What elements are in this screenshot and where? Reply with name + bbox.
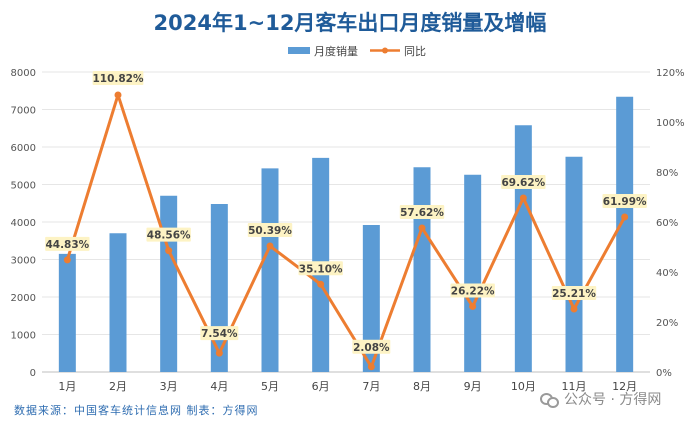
bar <box>514 125 532 372</box>
left-axis-tick-label: 6000 <box>11 143 36 154</box>
right-axis-tick-label: 20% <box>656 318 678 329</box>
legend-bar-swatch <box>288 47 310 54</box>
wechat-logo-icon <box>540 391 559 408</box>
legend-line-marker <box>382 47 388 54</box>
right-axis-tick-label: 0% <box>656 368 672 379</box>
data-label: 35.10% <box>299 263 343 275</box>
right-axis-ticks: 0% 20% 40% 60% 80% 100% 120% <box>656 68 685 379</box>
bar <box>464 174 482 372</box>
x-axis-tick-label: 7月 <box>362 380 380 393</box>
bar <box>109 233 127 372</box>
x-axis-ticks: 1月 2月 3月 4月 5月 6月 7月 8月 9月 10月 11月 12月 <box>58 380 637 393</box>
right-axis-tick-label: 40% <box>656 268 678 279</box>
right-axis-tick-label: 120% <box>656 68 685 79</box>
watermark: 公众号 · 方得网 <box>540 389 661 409</box>
right-axis-tick-label: 80% <box>656 168 678 179</box>
line-point <box>519 194 527 202</box>
data-label: 110.82% <box>92 73 144 85</box>
x-axis-tick-label: 5月 <box>261 380 279 393</box>
bar <box>160 195 178 372</box>
legend-bar-label: 月度销量 <box>314 44 358 58</box>
data-label: 2.08% <box>353 342 390 354</box>
bar <box>362 225 380 372</box>
line-point <box>317 280 325 288</box>
line-point <box>266 242 274 250</box>
data-label-bg <box>551 285 597 300</box>
data-label: 57.62% <box>400 207 444 219</box>
data-label: 48.56% <box>147 230 191 242</box>
data-label-bg <box>247 223 293 238</box>
x-axis-tick-label: 2月 <box>109 380 127 393</box>
line-point <box>367 363 375 371</box>
x-axis-tick-label: 3月 <box>160 380 178 393</box>
x-axis-tick-label: 4月 <box>210 380 228 393</box>
data-label: 69.62% <box>501 177 545 189</box>
line-point <box>63 256 71 264</box>
bar <box>210 204 228 372</box>
bar-series <box>58 96 634 372</box>
legend-line-label: 同比 <box>404 45 426 58</box>
legend: 月度销量 同比 <box>288 44 426 58</box>
line-series: 44.83% 110.82% 48.56% 7.54% 50.39% 35.10% 2.08… <box>45 70 647 371</box>
right-axis-tick-label: 60% <box>656 218 678 229</box>
x-axis-tick-label: 8月 <box>413 380 431 393</box>
left-axis-tick-label: 8000 <box>11 68 36 79</box>
data-label: 44.83% <box>45 239 89 251</box>
left-axis-ticks: 0 1000 2000 3000 4000 5000 6000 7000 8000 <box>11 68 36 379</box>
watermark-text: 公众号 · 方得网 <box>564 392 662 408</box>
data-label-bg <box>298 261 343 276</box>
data-label-bg <box>602 194 647 209</box>
line-point <box>621 213 629 221</box>
left-axis-tick-label: 3000 <box>11 256 36 267</box>
chart-title: 2024年1~12月客车出口月度销量及增幅 <box>154 11 547 35</box>
line-point <box>570 305 578 313</box>
data-label-bg <box>352 339 391 354</box>
data-label-bg <box>45 236 90 251</box>
left-axis-tick-label: 2000 <box>11 293 36 304</box>
x-axis-tick-label: 9月 <box>464 380 482 393</box>
bar <box>261 168 279 372</box>
right-axis-tick-label: 100% <box>656 118 685 129</box>
line-path <box>65 93 626 369</box>
data-label-bg <box>399 204 445 219</box>
data-label-bg <box>200 326 239 341</box>
x-axis-tick-label: 10月 <box>511 380 536 393</box>
data-source-note: 数据来源：中国客车统计信息网 制表：方得网 <box>14 404 259 417</box>
data-label: 61.99% <box>603 196 647 208</box>
left-axis-tick-label: 7000 <box>11 106 36 117</box>
data-label: 50.39% <box>248 225 292 237</box>
left-axis-tick-label: 0 <box>30 368 36 379</box>
left-axis-tick-label: 4000 <box>11 218 36 229</box>
data-label: 7.54% <box>201 328 238 340</box>
line-point <box>114 91 122 99</box>
x-axis-tick-label: 6月 <box>312 380 330 393</box>
data-label-bg <box>450 283 495 298</box>
bar <box>616 96 634 372</box>
data-label: 25.21% <box>552 288 596 300</box>
x-axis-tick-label: 12月 <box>612 380 637 393</box>
data-label-bg <box>146 227 191 242</box>
line-point <box>165 247 173 255</box>
data-label: 26.22% <box>451 285 495 297</box>
line-point <box>215 349 223 357</box>
left-axis-tick-label: 1000 <box>11 331 36 342</box>
data-label-bg <box>501 174 546 189</box>
x-axis-tick-label: 1月 <box>58 380 76 393</box>
line-point <box>469 302 477 310</box>
data-label-bg <box>92 70 144 85</box>
bar <box>565 156 583 372</box>
gridlines <box>42 71 650 373</box>
bar <box>58 253 76 372</box>
bar <box>413 167 431 372</box>
x-axis-tick-label: 11月 <box>562 380 587 393</box>
line-point <box>418 224 426 232</box>
left-axis-tick-label: 5000 <box>11 181 36 192</box>
